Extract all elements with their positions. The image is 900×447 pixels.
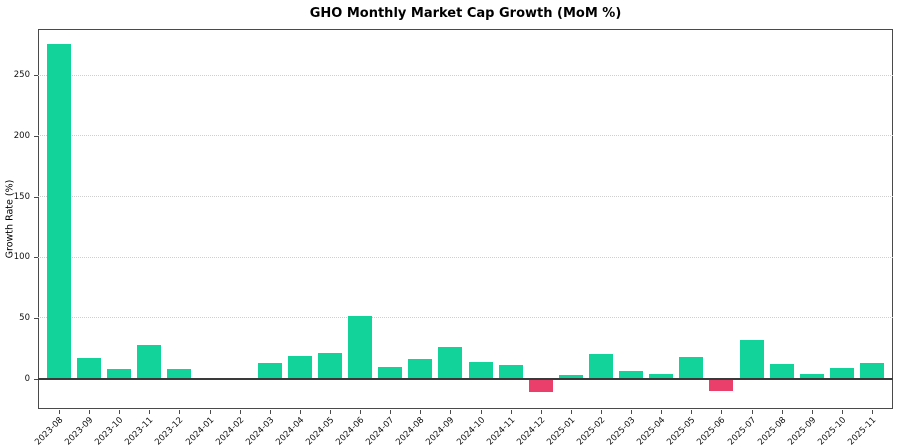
x-tick-label: 2024-04 [274, 415, 307, 447]
y-tick-label: 200 [13, 130, 30, 141]
x-tick-mark [420, 410, 422, 414]
x-tick-mark [239, 410, 241, 414]
y-tick-label: 50 [19, 312, 30, 323]
chart-title: GHO Monthly Market Cap Growth (MoM %) [309, 6, 622, 21]
x-tick-mark [209, 410, 211, 414]
x-tick-label: 2023-11 [123, 415, 156, 447]
x-tick-label: 2025-08 [755, 415, 789, 447]
x-tick-mark [811, 410, 813, 414]
x-tick-label: 2023-12 [153, 415, 186, 447]
x-tick-mark [781, 410, 783, 414]
x-tick-label: 2024-07 [364, 415, 397, 447]
x-tick-label: 2024-11 [484, 415, 518, 447]
x-tick-mark [601, 410, 602, 414]
y-tick-label: 0 [24, 373, 30, 384]
x-tick-mark [450, 410, 452, 414]
x-tick-mark [540, 410, 542, 414]
x-tick-label: 2025-01 [545, 415, 578, 447]
x-tick-mark [872, 410, 873, 414]
x-tick-label: 2024-05 [304, 415, 337, 447]
y-axis-label: Growth Rate (%) [4, 179, 16, 259]
x-tick-label: 2024-12 [514, 415, 548, 447]
x-tick-mark [269, 410, 271, 414]
x-tick-label: 2024-09 [424, 415, 457, 447]
x-tick-mark [661, 410, 663, 414]
x-tick-mark [721, 410, 723, 414]
x-tick-label: 2024-06 [334, 415, 367, 447]
x-tick-mark [119, 410, 121, 414]
x-tick-label: 2025-11 [846, 415, 879, 447]
x-tick-label: 2024-01 [183, 415, 216, 447]
x-tick-mark [631, 410, 633, 414]
x-tick-label: 2024-08 [394, 415, 427, 447]
x-tick-mark [510, 410, 512, 414]
x-tick-mark [89, 410, 91, 414]
x-tick-label: 2025-05 [665, 415, 698, 447]
x-tick-mark [570, 410, 572, 414]
x-tick-mark [691, 410, 693, 414]
x-tick-label: 2025-03 [605, 415, 638, 447]
x-tick-label: 2025-10 [816, 415, 849, 447]
x-tick-label: 2023-10 [93, 415, 126, 447]
x-tick-label: 2025-04 [635, 415, 668, 447]
x-tick-mark [149, 410, 151, 414]
x-tick-label: 2024-03 [243, 415, 277, 447]
x-tick-label: 2023-09 [63, 415, 96, 447]
plot-area [38, 29, 893, 409]
x-tick-label: 2024-10 [454, 415, 487, 447]
x-tick-label: 2025-06 [695, 415, 728, 447]
x-tick-mark [59, 410, 60, 414]
y-tick-label: 250 [13, 70, 30, 81]
x-tick-mark [330, 410, 331, 414]
x-tick-mark [841, 410, 843, 414]
x-tick-mark [179, 410, 181, 414]
x-tick-label: 2025-09 [785, 415, 819, 447]
x-tick-mark [299, 410, 301, 414]
x-tick-label: 2025-02 [575, 415, 608, 447]
x-tick-mark [390, 410, 392, 414]
x-tick-mark [360, 410, 362, 414]
x-tick-label: 2024-02 [213, 415, 247, 447]
x-tick-mark [751, 410, 753, 414]
x-tick-label: 2023-08 [33, 415, 66, 447]
x-tick-label: 2025-07 [725, 415, 758, 447]
x-tick-mark [480, 410, 482, 414]
